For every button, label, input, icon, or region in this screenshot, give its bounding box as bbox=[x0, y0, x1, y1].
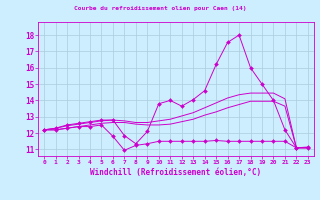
X-axis label: Windchill (Refroidissement éolien,°C): Windchill (Refroidissement éolien,°C) bbox=[91, 168, 261, 177]
Text: Courbe du refroidissement olien pour Caen (14): Courbe du refroidissement olien pour Cae… bbox=[74, 6, 246, 11]
